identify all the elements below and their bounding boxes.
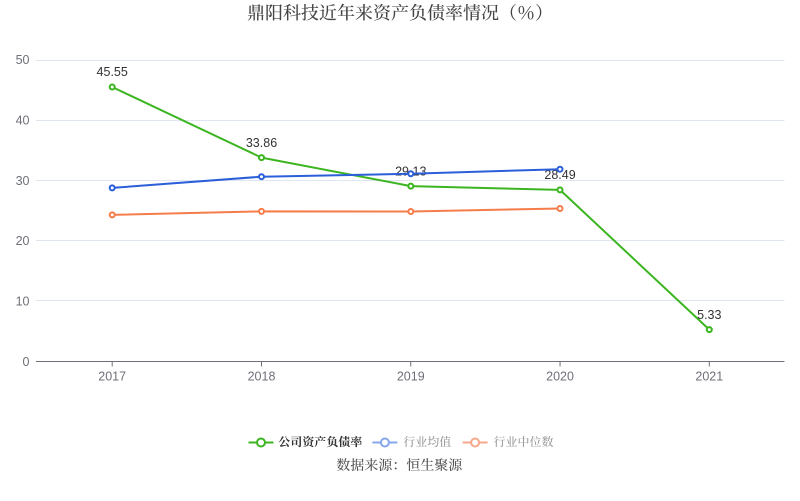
- svg-text:2019: 2019: [397, 369, 425, 383]
- svg-text:50: 50: [16, 53, 30, 67]
- svg-text:33.86: 33.86: [246, 136, 277, 150]
- svg-text:30: 30: [16, 174, 30, 188]
- svg-text:40: 40: [16, 114, 30, 128]
- svg-text:10: 10: [16, 294, 30, 308]
- svg-text:28.49: 28.49: [544, 168, 575, 182]
- svg-text:2017: 2017: [98, 369, 126, 383]
- svg-text:0: 0: [23, 355, 30, 369]
- svg-text:2021: 2021: [695, 369, 723, 383]
- svg-text:2020: 2020: [546, 369, 574, 383]
- svg-text:20: 20: [16, 234, 30, 248]
- svg-text:5.33: 5.33: [697, 308, 721, 322]
- svg-text:2018: 2018: [248, 369, 276, 383]
- svg-text:45.55: 45.55: [97, 65, 128, 79]
